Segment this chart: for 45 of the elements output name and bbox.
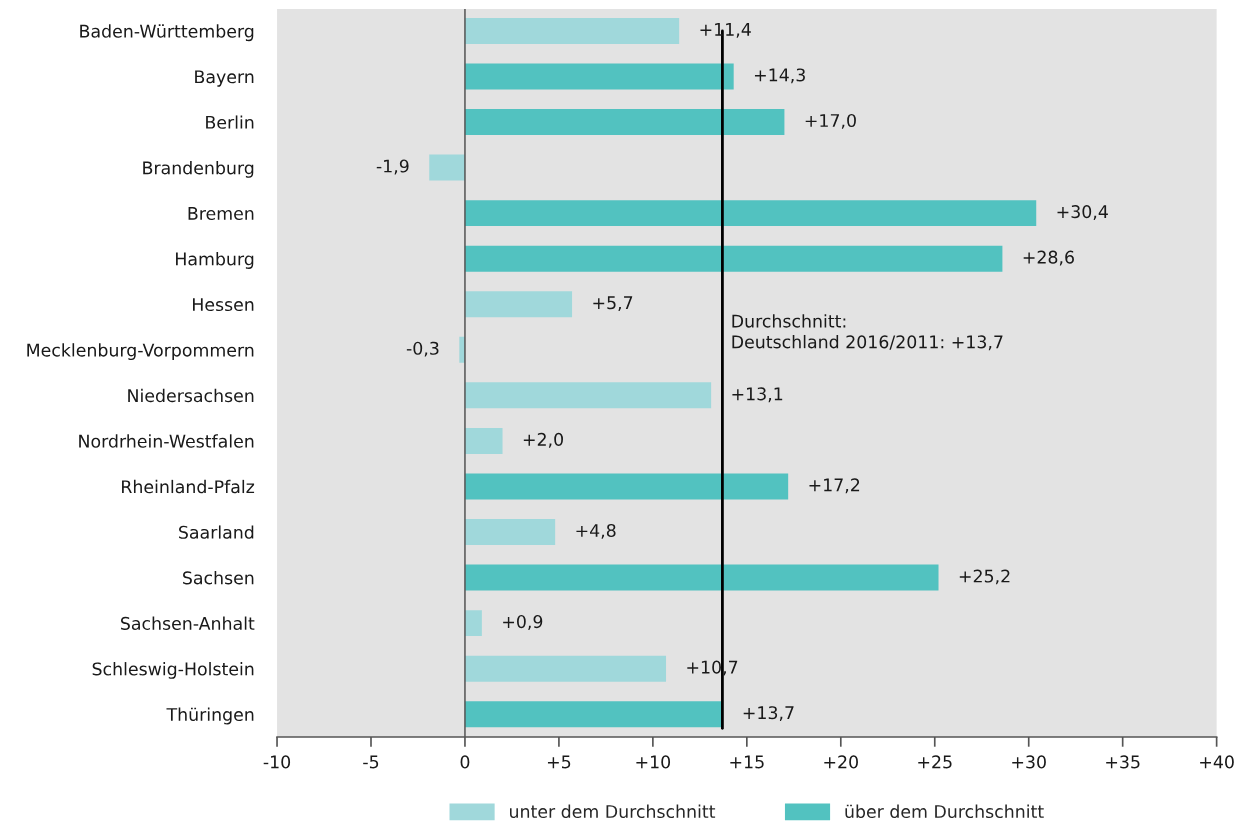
x-tick-label: +15 [730,755,764,769]
y-tick-label: Baden-Württemberg [80,24,254,42]
data-label: +4,8 [576,523,616,539]
data-label: +0,9 [503,615,543,630]
y-tick-label: Hessen [193,298,254,312]
x-tick-label: +20 [824,755,858,769]
y-tick-label: Bayern [195,70,254,87]
data-label: +14,3 [754,68,805,84]
y-tick-label: Nordrhein-Westfalen [79,434,254,448]
data-label: +25,2 [959,569,1010,585]
data-label: -0,3 [406,341,439,357]
data-label: +13,7 [743,706,794,722]
y-tick-label: Sachsen [183,570,254,585]
data-label: +13,1 [732,387,783,403]
y-tick-label: Mecklenburg-Vorpommern [27,343,254,360]
x-tick-label: +10 [636,755,671,769]
data-label: +2,0 [523,432,563,448]
legend-label: über dem Durchschnitt [845,804,1044,819]
y-tick-label: Schleswig-Holstein [92,662,254,679]
x-tick-label: +40 [1200,755,1234,769]
y-tick-label: Brandenburg [143,160,254,178]
data-label: +17,0 [805,113,856,129]
data-label: +30,4 [1057,205,1108,220]
data-label: +17,2 [809,478,860,494]
y-tick-label: Rheinland-Pfalz [122,479,255,494]
legend-label: unter dem Durchschnitt [510,804,716,819]
x-tick-label: 0 [460,755,470,769]
y-tick-label: Berlin [206,115,254,129]
x-tick-label: +35 [1106,755,1140,769]
y-tick-label: Niedersachsen [128,388,254,403]
x-tick-label: +30 [1012,755,1046,769]
data-label: +28,6 [1023,250,1074,266]
data-label: +5,7 [593,296,633,312]
y-tick-label: Thüringen [166,707,254,725]
x-tick-label: -5 [363,755,379,769]
ref-line-label: Durchschnitt: Deutschland 2016/2011: +13,7 [732,314,1003,351]
y-tick-label: Saarland [179,525,254,539]
y-tick-label: Hamburg [176,252,254,269]
y-tick-label: Bremen [188,207,254,220]
data-label: -1,9 [376,159,409,175]
x-tick-label: -10 [263,755,291,769]
data-label: +11,4 [700,23,751,38]
y-tick-label: Sachsen-Anhalt [121,616,255,630]
x-tick-label: +25 [918,755,952,769]
x-tick-label: +5 [547,755,571,769]
